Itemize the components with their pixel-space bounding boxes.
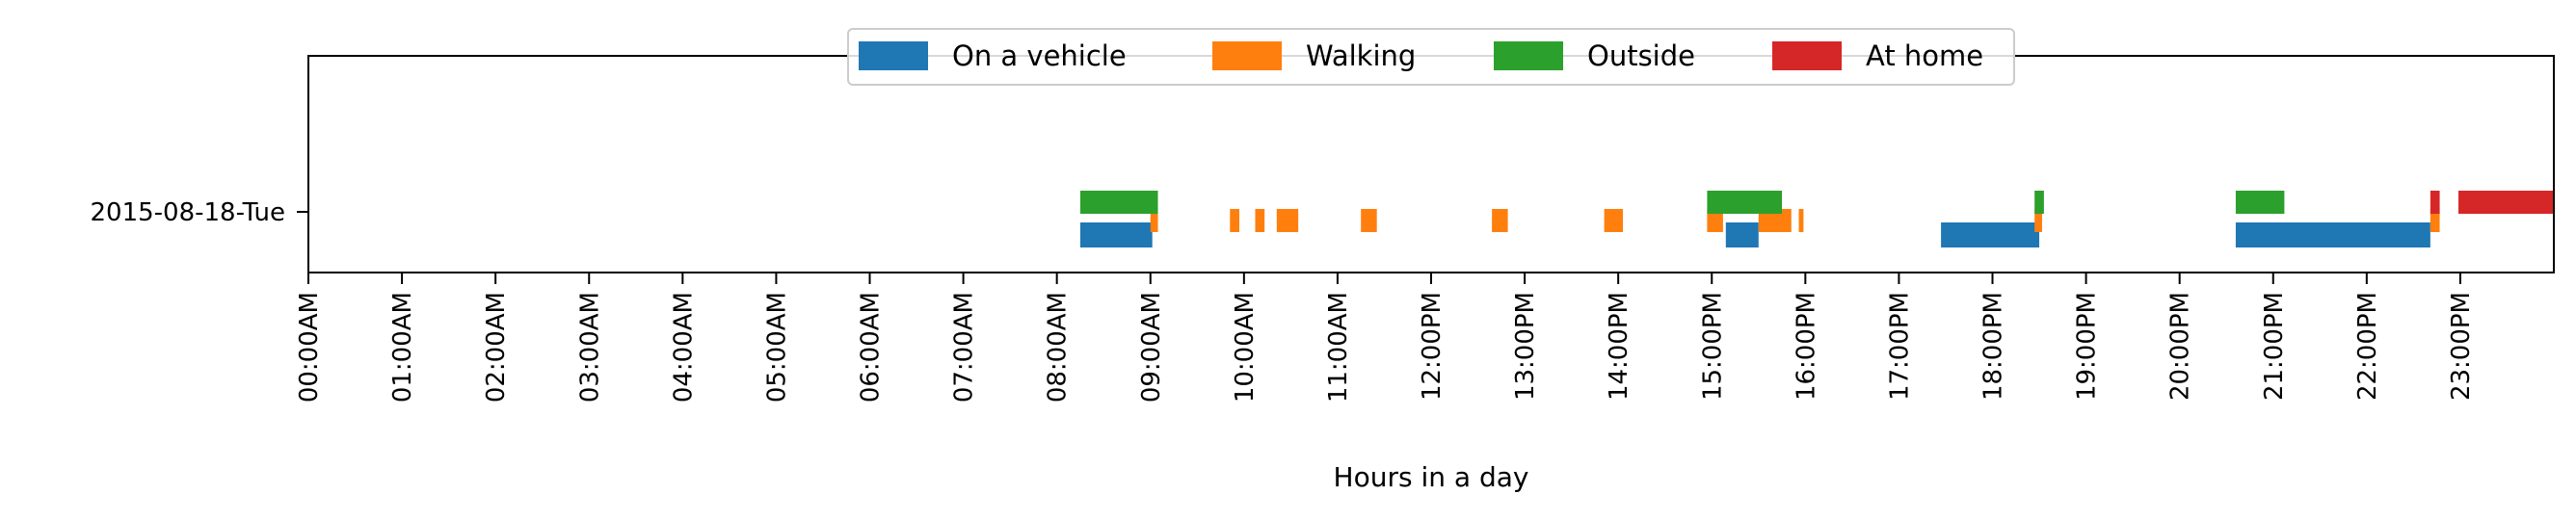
activity-bar bbox=[1255, 209, 1265, 232]
activity-bar bbox=[2034, 191, 2044, 214]
activity-bar bbox=[1361, 209, 1377, 232]
x-tick-label: 22:00PM bbox=[2353, 292, 2382, 401]
x-tick-label: 17:00PM bbox=[1885, 292, 1914, 401]
x-tick-label: 10:00AM bbox=[1231, 292, 1260, 403]
legend: On a vehicle Walking Outside At home bbox=[847, 28, 2015, 86]
x-tick-label: 11:00AM bbox=[1324, 292, 1353, 403]
x-tick-label: 07:00AM bbox=[950, 292, 979, 403]
activity-bar bbox=[2457, 191, 2554, 214]
activity-bars bbox=[1079, 191, 2554, 247]
activity-bar bbox=[1150, 209, 1158, 232]
x-tick-label: 23:00PM bbox=[2447, 292, 2476, 401]
x-tick-label: 02:00AM bbox=[482, 292, 511, 403]
x-axis-label: Hours in a day bbox=[1334, 461, 1529, 493]
x-axis-ticks: 00:00AM 01:00AM 02:00AM 03:00AM 04:00AM 05:00… bbox=[295, 273, 2476, 403]
x-tick-label: 09:00AM bbox=[1137, 292, 1166, 403]
legend-label: At home bbox=[1866, 39, 1983, 72]
legend-swatch bbox=[859, 41, 928, 70]
x-tick-label: 05:00AM bbox=[762, 292, 791, 403]
legend-label: Walking bbox=[1306, 39, 1416, 72]
x-tick-label: 20:00PM bbox=[2166, 292, 2195, 401]
x-tick-label: 15:00PM bbox=[1698, 292, 1727, 401]
activity-bar bbox=[2430, 191, 2440, 214]
y-tick-label: 2015-08-18-Tue bbox=[90, 198, 285, 227]
x-tick-label: 04:00AM bbox=[669, 292, 698, 403]
y-axis: 2015-08-18-Tue bbox=[90, 198, 308, 227]
legend-swatch bbox=[1494, 41, 1563, 70]
x-tick-label: 03:00AM bbox=[575, 292, 604, 403]
activity-bar bbox=[1798, 209, 1804, 232]
activity-bar bbox=[1725, 222, 1759, 247]
legend-swatch bbox=[1772, 41, 1842, 70]
activity-bar bbox=[1079, 222, 1153, 247]
activity-bar bbox=[1492, 209, 1508, 232]
legend-label: Outside bbox=[1587, 39, 1695, 72]
x-tick-label: 13:00PM bbox=[1511, 292, 1540, 401]
x-tick-label: 12:00PM bbox=[1418, 292, 1447, 401]
legend-label: On a vehicle bbox=[952, 39, 1127, 72]
x-tick-label: 18:00PM bbox=[1979, 292, 2008, 401]
activity-bar bbox=[1604, 209, 1624, 232]
x-tick-label: 14:00PM bbox=[1605, 292, 1633, 401]
activity-bar bbox=[1079, 191, 1158, 214]
x-tick-label: 21:00PM bbox=[2260, 292, 2289, 401]
activity-bar bbox=[2034, 209, 2042, 232]
activity-bar bbox=[2430, 209, 2440, 232]
activity-bar bbox=[1941, 222, 2040, 247]
activity-bar bbox=[1707, 209, 1723, 232]
legend-box bbox=[847, 28, 2015, 86]
x-tick-label: 01:00AM bbox=[388, 292, 417, 403]
x-tick-label: 08:00AM bbox=[1044, 292, 1073, 403]
activity-bar bbox=[2235, 222, 2430, 247]
x-tick-label: 00:00AM bbox=[295, 292, 324, 403]
x-tick-label: 06:00AM bbox=[857, 292, 886, 403]
activity-bar bbox=[1230, 209, 1239, 232]
legend-swatch bbox=[1212, 41, 1282, 70]
x-tick-label: 16:00PM bbox=[1792, 292, 1820, 401]
activity-bar bbox=[1707, 191, 1783, 214]
x-tick-label: 19:00PM bbox=[2073, 292, 2102, 401]
activity-bar bbox=[2235, 191, 2285, 214]
activity-bar bbox=[1276, 209, 1299, 232]
